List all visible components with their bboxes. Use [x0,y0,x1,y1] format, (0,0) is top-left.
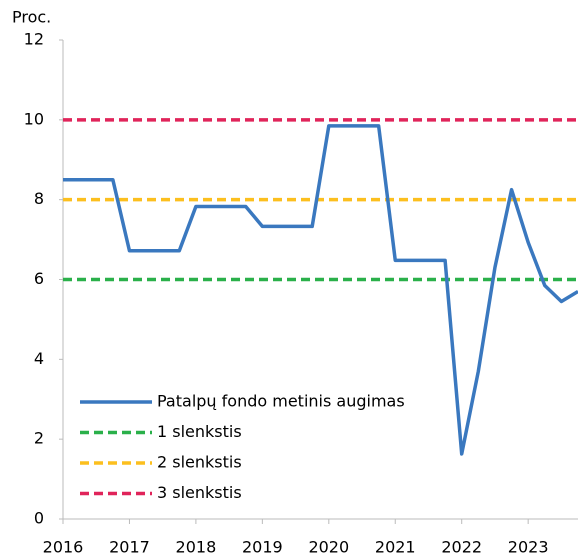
legend-label: Patalpų fondo metinis augimas [157,392,405,411]
y-tick-label: 4 [34,349,44,368]
x-tick-label: 2019 [242,538,283,557]
y-tick-label: 0 [34,509,44,528]
data-line [63,124,578,456]
x-tick-label: 2018 [176,538,217,557]
legend-label: 3 slenkstis [157,483,242,502]
x-tick-label: 2017 [109,538,150,557]
x-tick-label: 2021 [375,538,416,557]
legend-label: 1 slenkstis [157,422,242,441]
y-tick-label: 10 [24,109,44,128]
x-tick-label: 2020 [308,538,349,557]
y-tick-label: 8 [34,189,44,208]
y-axis-label: Proc. [12,8,51,27]
x-tick-label: 2016 [43,538,84,557]
y-tick-label: 12 [24,30,44,49]
x-tick-label: 2022 [441,538,482,557]
y-tick-label: 6 [34,269,44,288]
x-tick-label: 2023 [508,538,549,557]
legend-label: 2 slenkstis [157,453,242,472]
y-tick-label: 2 [34,429,44,448]
